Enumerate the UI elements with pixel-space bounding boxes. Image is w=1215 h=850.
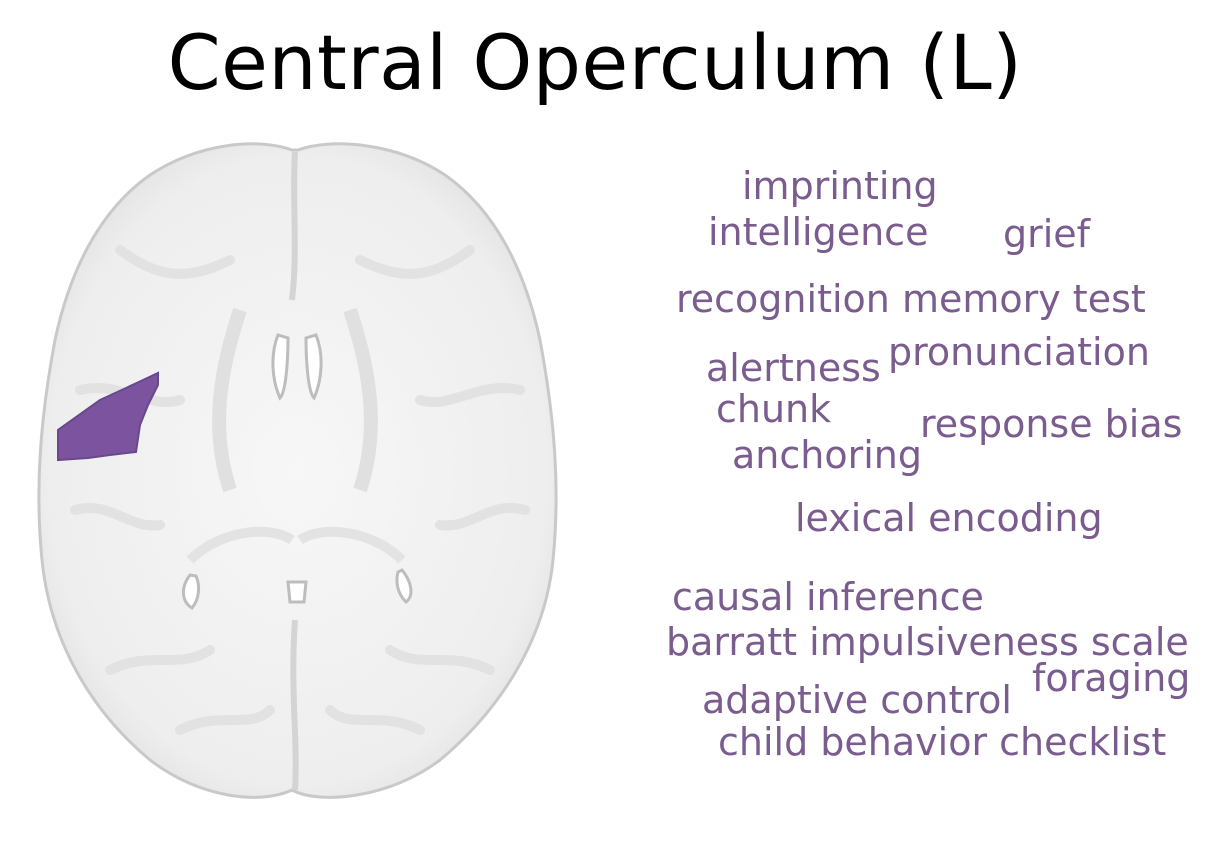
- figure-title: Central Operculum (L): [167, 18, 1023, 107]
- word-response-bias: response bias: [920, 402, 1183, 446]
- occipital-horn-left: [182, 573, 201, 610]
- word-child-behavior-checklist: child behavior checklist: [718, 720, 1167, 764]
- word-chunk: chunk: [716, 387, 832, 431]
- internal-capsule-left: [212, 307, 247, 493]
- highlighted-region: [57, 371, 159, 462]
- word-alertness: alertness: [706, 346, 881, 390]
- occipital-horn-right: [395, 568, 413, 604]
- lateral-ventricle-left: [271, 333, 290, 401]
- word-causal-inference: causal inference: [672, 575, 984, 619]
- internal-capsule-right: [343, 307, 378, 493]
- word-adaptive-control: adaptive control: [702, 678, 1012, 722]
- midline-fissure-front: [289, 151, 298, 301]
- word-imprinting: imprinting: [742, 164, 938, 208]
- word-barratt-impulsiveness-scale: barratt impulsiveness scale: [666, 620, 1189, 664]
- word-anchoring: anchoring: [732, 433, 922, 477]
- lateral-ventricle-right: [304, 333, 323, 401]
- word-intelligence: intelligence: [708, 210, 929, 254]
- midline-fissure-back: [290, 619, 299, 791]
- word-foraging: foraging: [1032, 656, 1191, 700]
- word-recognition-memory-test: recognition memory test: [676, 277, 1146, 321]
- word-pronunciation: pronunciation: [888, 330, 1150, 374]
- word-grief: grief: [1003, 212, 1091, 256]
- word-lexical-encoding: lexical encoding: [795, 496, 1103, 540]
- posterior-arc-right: [297, 526, 406, 564]
- brain-outline: [37, 142, 558, 799]
- posterior-arc-left: [186, 526, 295, 564]
- brain-axial-slice: [37, 142, 558, 799]
- third-ventricle: [286, 580, 308, 604]
